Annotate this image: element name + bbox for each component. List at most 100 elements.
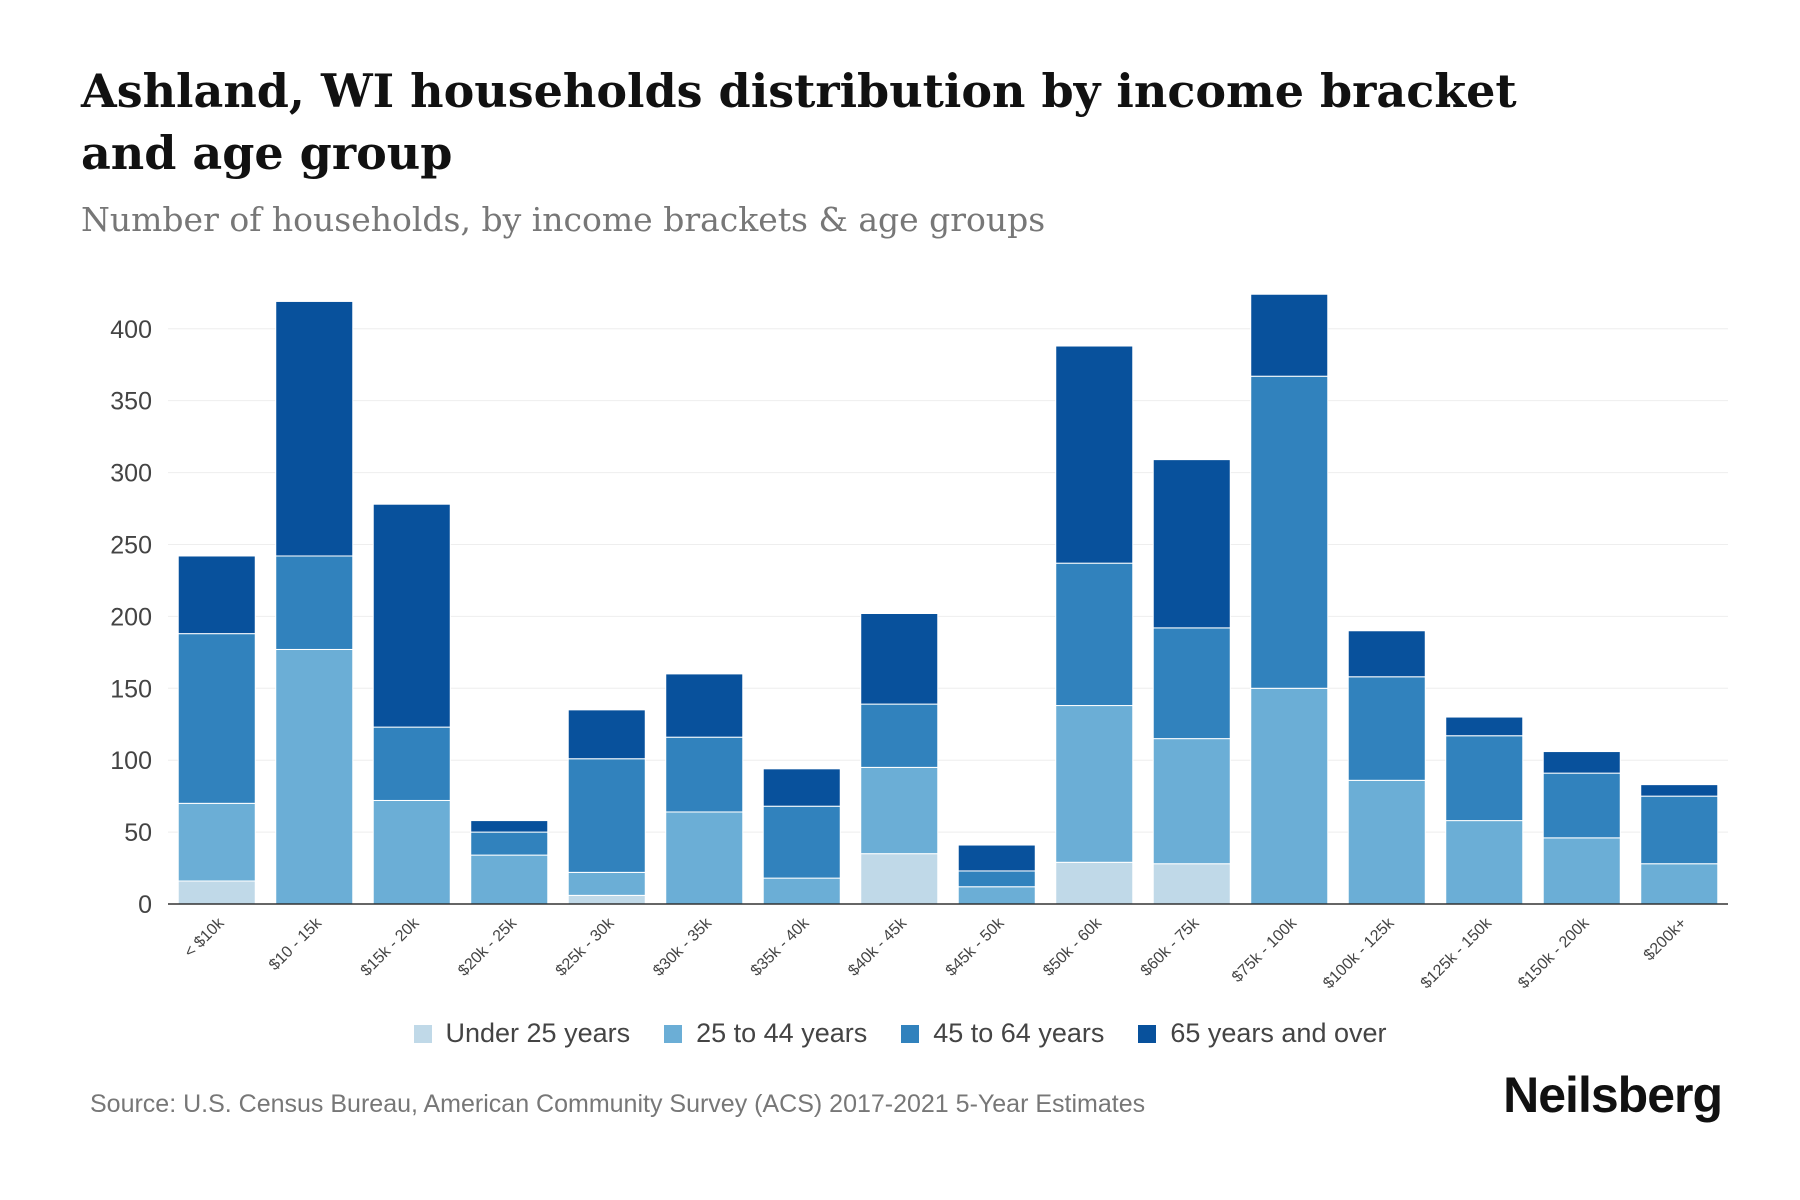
- x-tick-label: $30k - 35k: [650, 914, 716, 980]
- bar-segment: [1640, 863, 1719, 905]
- x-tick-label: $150k - 200k: [1515, 914, 1593, 992]
- legend-swatch: [413, 1024, 432, 1043]
- bar-segment: [1542, 772, 1621, 839]
- y-tick-label: 100: [110, 747, 152, 775]
- bar-segment: [860, 703, 939, 768]
- bar-stack: [762, 768, 841, 905]
- legend-swatch: [664, 1024, 683, 1043]
- bar-segment: [567, 758, 646, 873]
- bar-stack: [1542, 751, 1621, 905]
- bar-segment: [860, 853, 939, 905]
- bar-segment: [1640, 795, 1719, 865]
- bar-segment: [177, 880, 256, 905]
- x-tick-label: $50k - 60k: [1040, 914, 1106, 980]
- bars-layer: [177, 293, 1719, 905]
- bar-segment: [1250, 375, 1329, 689]
- legend-item: Under 25 years: [413, 1018, 631, 1049]
- brand-logo: Neilsberg: [1503, 1067, 1723, 1123]
- x-tick-label: $15k - 20k: [358, 914, 424, 980]
- bar-segment: [275, 300, 354, 557]
- stacked-bar-chart: 0 50 100 150 200 250 300 350 400 < $10k $10 - 15k…: [110, 293, 1728, 992]
- bar-stack: [1445, 716, 1524, 905]
- bar-segment: [957, 870, 1036, 888]
- legend-item: 65 years and over: [1138, 1018, 1387, 1049]
- bar-segment: [1640, 784, 1719, 797]
- bar-stack: [1250, 293, 1329, 905]
- bar-segment: [665, 736, 744, 813]
- bar-stack: [1055, 345, 1134, 905]
- y-tick-label: 400: [110, 316, 152, 344]
- chart-subtitle: Number of households, by income brackets…: [81, 200, 1046, 239]
- legend-item: 45 to 64 years: [901, 1018, 1104, 1049]
- bar-segment: [1152, 738, 1231, 865]
- bar-stack: [177, 555, 256, 905]
- bar-stack: [275, 300, 354, 905]
- y-tick-label: 300: [110, 460, 152, 488]
- bar-segment: [1445, 716, 1524, 737]
- y-tick-label: 200: [110, 603, 152, 631]
- bar-segment: [177, 633, 256, 804]
- bar-segment: [1055, 861, 1134, 905]
- bar-stack: [1640, 784, 1719, 905]
- bar-stack: [470, 820, 549, 905]
- legend-item: 25 to 44 years: [664, 1018, 867, 1049]
- legend-swatch: [1138, 1024, 1157, 1043]
- x-tick-label: $60k - 75k: [1138, 914, 1204, 980]
- bar-segment: [372, 799, 451, 905]
- y-tick-label: 350: [110, 388, 152, 416]
- x-tick-label: $25k - 30k: [553, 914, 619, 980]
- legend-label: 45 to 64 years: [933, 1018, 1105, 1048]
- bar-stack: [957, 844, 1036, 905]
- chart-title: Ashland, WI households distribution by i…: [81, 64, 1517, 180]
- bar-segment: [665, 811, 744, 905]
- x-tick-label: $100k - 125k: [1320, 914, 1398, 992]
- y-axis-ticks: 0 50 100 150 200 250 300 350 400: [110, 316, 152, 919]
- legend: Under 25 years 25 to 44 years 45 to 64 yea…: [0, 1018, 1800, 1049]
- bar-segment: [762, 805, 841, 879]
- bar-stack: [1347, 630, 1426, 905]
- bar-segment: [177, 555, 256, 635]
- legend-label: Under 25 years: [445, 1018, 631, 1048]
- y-tick-label: 50: [124, 819, 152, 847]
- bar-segment: [1445, 820, 1524, 905]
- bar-segment: [1347, 779, 1426, 905]
- bar-segment: [567, 894, 646, 905]
- bar-segment: [470, 831, 549, 856]
- bar-segment: [1055, 345, 1134, 564]
- y-tick-label: 0: [138, 891, 152, 919]
- bar-stack: [860, 613, 939, 905]
- bar-segment: [1152, 863, 1231, 905]
- bar-segment: [1250, 687, 1329, 905]
- bar-segment: [1445, 735, 1524, 822]
- legend-label: 65 years and over: [1170, 1018, 1387, 1048]
- legend-label: 25 to 44 years: [696, 1018, 868, 1048]
- bar-segment: [372, 503, 451, 728]
- bar-segment: [957, 886, 1036, 905]
- bar-stack: [567, 709, 646, 905]
- x-tick-label: $40k - 45k: [845, 914, 911, 980]
- bar-segment: [275, 648, 354, 905]
- bar-segment: [372, 726, 451, 801]
- bar-segment: [1542, 837, 1621, 905]
- bar-segment: [762, 877, 841, 905]
- x-tick-label: $35k - 40k: [748, 914, 814, 980]
- bar-segment: [1152, 627, 1231, 740]
- x-tick-label: $10 - 15k: [266, 914, 326, 974]
- x-tick-label: $20k - 25k: [455, 914, 521, 980]
- x-tick-label: $75k - 100k: [1229, 914, 1301, 986]
- bar-stack: [372, 503, 451, 905]
- x-tick-label: $125k - 150k: [1418, 914, 1496, 992]
- bar-segment: [1055, 705, 1134, 863]
- bar-segment: [762, 768, 841, 807]
- bar-segment: [470, 820, 549, 833]
- source-note: Source: U.S. Census Bureau, American Com…: [90, 1090, 1146, 1118]
- bar-segment: [470, 854, 549, 905]
- bar-segment: [567, 871, 646, 896]
- x-tick-label: $200k+: [1641, 915, 1690, 964]
- bar-segment: [1347, 630, 1426, 678]
- bar-segment: [567, 709, 646, 760]
- bar-segment: [1152, 459, 1231, 629]
- x-tick-label: < $10k: [181, 914, 228, 961]
- bar-segment: [665, 673, 744, 738]
- bar-segment: [1542, 751, 1621, 774]
